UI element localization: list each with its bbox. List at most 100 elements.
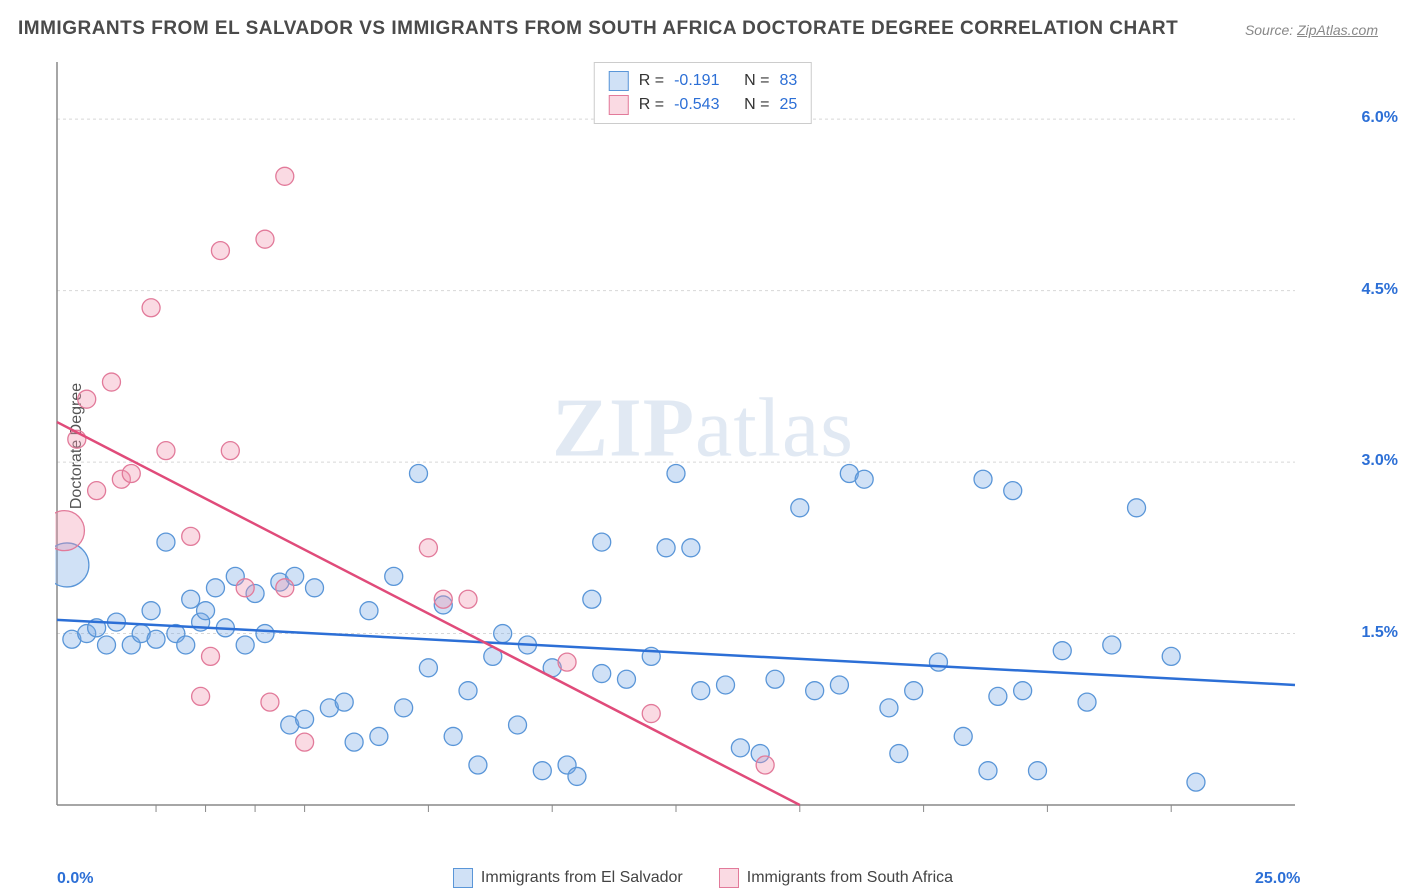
data-point [197,602,215,620]
data-point [102,373,120,391]
stat-n-label: N = [744,93,769,117]
source-attribution: Source: ZipAtlas.com [1245,22,1378,38]
data-point [206,579,224,597]
legend-stat-row: R = -0.543 N = 25 [609,93,797,117]
y-tick-label: 4.5% [1362,281,1398,299]
legend-swatch [453,868,473,888]
y-tick-label: 1.5% [1362,624,1398,642]
data-point [979,762,997,780]
source-prefix: Source: [1245,22,1297,38]
stat-r-value: -0.543 [674,93,734,117]
data-point [974,470,992,488]
stat-r-label: R = [639,69,664,93]
data-point [1028,762,1046,780]
legend-swatch [719,868,739,888]
data-point [419,659,437,677]
data-point [122,465,140,483]
stat-n-value: 83 [779,69,797,93]
data-point [657,539,675,557]
data-point [345,733,363,751]
legend-swatch [609,95,629,115]
data-point [806,682,824,700]
data-point [583,590,601,608]
legend-series-label: Immigrants from El Salvador [481,869,683,887]
source-link[interactable]: ZipAtlas.com [1297,22,1378,38]
data-point [890,745,908,763]
data-point [211,242,229,260]
data-point [731,739,749,757]
data-point [177,636,195,654]
legend-stats-box: R = -0.191 N = 83 R = -0.543 N = 25 [594,62,812,124]
legend-swatch [609,71,629,91]
data-point [157,533,175,551]
data-point [88,482,106,500]
data-point [419,539,437,557]
data-point [1162,647,1180,665]
stat-n-label: N = [744,69,769,93]
data-point [236,636,254,654]
data-point [202,647,220,665]
data-point [360,602,378,620]
data-point [954,727,972,745]
data-point [682,539,700,557]
data-point [929,653,947,671]
data-point [459,682,477,700]
data-point [370,727,388,745]
data-point [989,687,1007,705]
legend-series-item: Immigrants from El Salvador [453,868,683,888]
data-point [558,653,576,671]
data-point [276,167,294,185]
data-point [756,756,774,774]
data-point [880,699,898,717]
y-tick-label: 3.0% [1362,452,1398,470]
legend-stat-row: R = -0.191 N = 83 [609,69,797,93]
data-point [306,579,324,597]
stat-n-value: 25 [779,93,797,117]
data-point [1078,693,1096,711]
data-point [509,716,527,734]
data-point [221,442,239,460]
chart-title: IMMIGRANTS FROM EL SALVADOR VS IMMIGRANT… [18,18,1178,40]
scatter-plot [55,60,1355,835]
data-point [593,665,611,683]
trend-line [57,422,800,805]
data-point [395,699,413,717]
data-point [157,442,175,460]
data-point [855,470,873,488]
data-point [1004,482,1022,500]
data-point [568,767,586,785]
data-point [766,670,784,688]
data-point [617,670,635,688]
data-point [667,465,685,483]
data-point [182,590,200,608]
data-point [791,499,809,517]
data-point [261,693,279,711]
legend-series-item: Immigrants from South Africa [719,868,953,888]
legend-series: Immigrants from El Salvador Immigrants f… [0,868,1406,888]
data-point [1103,636,1121,654]
data-point [459,590,477,608]
data-point [142,602,160,620]
data-point [385,567,403,585]
data-point [335,693,353,711]
data-point [182,527,200,545]
data-point [256,230,274,248]
data-point [642,705,660,723]
data-point [192,687,210,705]
data-point [256,625,274,643]
data-point [533,762,551,780]
y-tick-label: 6.0% [1362,109,1398,127]
data-point [296,710,314,728]
data-point [55,511,84,551]
data-point [469,756,487,774]
stat-r-label: R = [639,93,664,117]
data-point [409,465,427,483]
data-point [830,676,848,694]
data-point [1014,682,1032,700]
data-point [692,682,710,700]
data-point [905,682,923,700]
data-point [444,727,462,745]
data-point [276,579,294,597]
data-point [717,676,735,694]
data-point [1128,499,1146,517]
